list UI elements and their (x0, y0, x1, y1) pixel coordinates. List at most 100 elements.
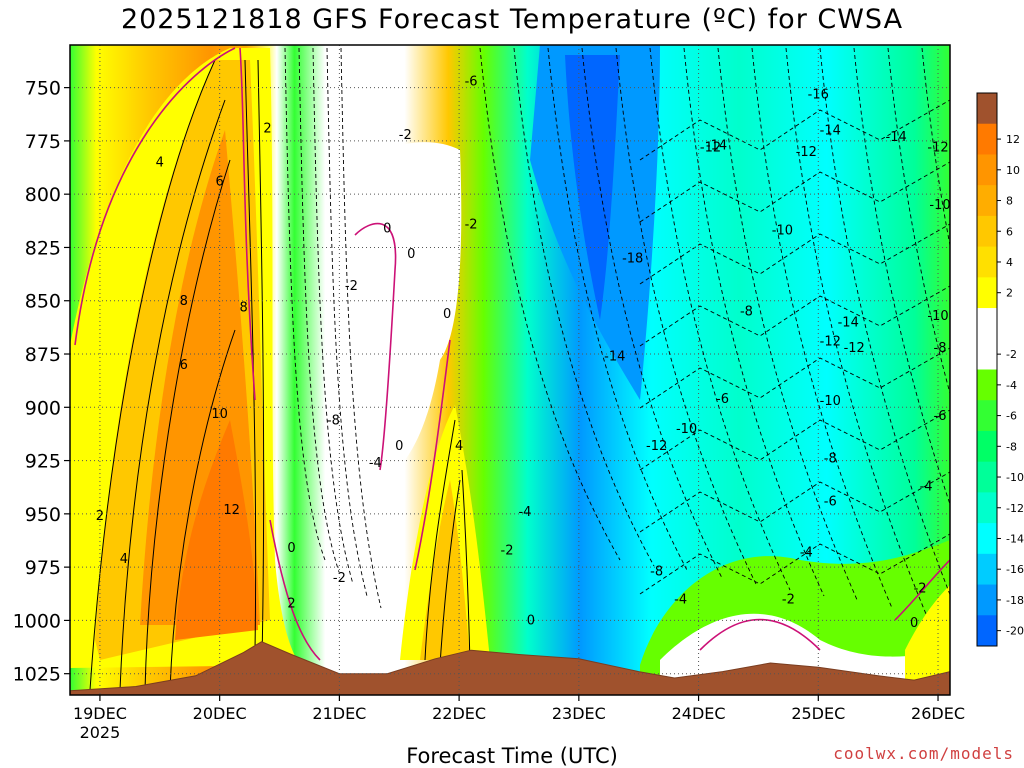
colorbar-swatch-7 (977, 308, 997, 340)
contour-label-1: 6 (216, 175, 224, 190)
contour-label-40: -16 (808, 87, 829, 102)
cold-contour-14 (639, 99, 950, 161)
colorbar-label-5: 4 (1006, 256, 1013, 269)
colorbar-swatch-14 (977, 523, 997, 555)
cold-contour-24 (312, 47, 354, 585)
y-tick-label-775: 775 (25, 131, 61, 153)
cold-contour-19 (639, 409, 950, 471)
contour-label-21: -2 (465, 217, 478, 232)
contour-label-30: -8 (650, 565, 663, 580)
colorbar-label-10: -6 (1006, 410, 1017, 423)
zero-contour-6 (894, 559, 950, 621)
contour-label-33: -6 (716, 392, 729, 407)
cold-contour-7 (717, 47, 859, 603)
warm-contour-1 (119, 99, 226, 691)
contour-label-11: 2 (287, 597, 295, 612)
contour-label-12: -2 (333, 571, 346, 586)
source-credit[interactable]: coolwx.com/models (833, 744, 1014, 763)
contour-label-27: -18 (622, 251, 643, 266)
contour-label-19: -2 (399, 128, 412, 143)
y-tick-label-875: 875 (25, 344, 61, 366)
y-tick-label-850: 850 (25, 291, 61, 313)
cold-contour-17 (639, 285, 950, 347)
colorbar-label-8: -2 (1006, 348, 1017, 361)
colorbar-swatch-9 (977, 369, 997, 401)
cold-contour-23 (298, 47, 340, 573)
cold-contour-1 (513, 47, 655, 567)
colorbar-label-6: 2 (1006, 287, 1013, 300)
contour-label-23: 4 (455, 439, 463, 454)
contour-label-57: 0 (910, 616, 918, 631)
contour-label-24: -2 (501, 543, 514, 558)
contour-label-0: 4 (156, 155, 164, 170)
colorbar-label-9: -4 (1006, 379, 1017, 392)
colorbar-swatch-1 (977, 123, 997, 155)
x-tick-sublabel-19DEC: 2025 (80, 723, 121, 742)
terrain-surface (70, 641, 950, 695)
y-tick-label-825: 825 (25, 237, 61, 259)
contour-label-54: -4 (920, 479, 933, 494)
warm-contour-0 (89, 59, 216, 691)
cold-contour-22 (284, 47, 326, 561)
contour-label-15: -4 (369, 456, 382, 471)
contour-label-45: -12 (820, 334, 841, 349)
colorbar-swatch-0 (977, 93, 997, 125)
cold-contour-20 (639, 471, 950, 533)
cold-contour-8 (751, 47, 893, 609)
contour-label-31: -10 (676, 422, 697, 437)
terrain-fill (70, 641, 950, 695)
y-tick-label-950: 950 (25, 504, 61, 526)
contour-label-6: 10 (211, 407, 228, 422)
y-tick-label-1000: 1000 (13, 610, 61, 632)
contour-label-18: 0 (395, 439, 403, 454)
colorbar-label-4: 6 (1006, 225, 1013, 238)
contour-label-14: -8 (327, 413, 340, 428)
y-tick-label-925: 925 (25, 451, 61, 473)
contour-label-35: -10 (772, 224, 793, 239)
contour-label-49: -8 (934, 341, 947, 356)
colorbar-frame (976, 92, 998, 647)
grid-lines (70, 45, 950, 695)
cold-contour-18 (639, 347, 950, 409)
x-tick-label-23DEC: 23DEC (552, 704, 606, 723)
warm-contour-7 (439, 479, 461, 666)
contour-label-53: -4 (800, 545, 813, 560)
colorbar-swatch-8 (977, 338, 997, 370)
colorbar-swatch-2 (977, 154, 997, 186)
colorbar-label-1: 12 (1006, 133, 1020, 146)
contour-label-37: -12 (796, 145, 817, 160)
contour-label-20: -6 (465, 74, 478, 89)
contour-label-46: -12 (844, 341, 865, 356)
cold-contour-0 (479, 47, 621, 561)
contour-label-29: -12 (646, 439, 667, 454)
warm-contour-5 (257, 59, 265, 661)
colorbar-label-11: -8 (1006, 440, 1017, 453)
contour-label-3: 8 (180, 294, 188, 309)
contour-label-52: -6 (824, 494, 837, 509)
colorbar-label-15: -16 (1006, 563, 1024, 576)
contour-label-41: -14 (886, 130, 907, 145)
x-tick-label-20DEC: 20DEC (193, 704, 247, 723)
contour-label-2: 2 (263, 121, 271, 136)
contour-label-9: 4 (120, 552, 128, 567)
contour-label-56: -2 (914, 582, 927, 597)
x-tick-label-24DEC: 24DEC (672, 704, 726, 723)
cold-contour-26 (340, 47, 382, 609)
contour-lines (74, 47, 950, 691)
colorbar-swatch-13 (977, 492, 997, 524)
contour-label-13: -2 (345, 279, 358, 294)
contour-label-28: -14 (604, 349, 625, 364)
y-tick-label-1025: 1025 (13, 664, 61, 686)
colorbar-swatch-3 (977, 185, 997, 217)
contour-label-43: -10 (929, 198, 950, 213)
contour-label-47: -14 (838, 315, 859, 330)
cold-contour-5 (649, 47, 791, 591)
cold-contour-9 (785, 47, 927, 615)
warm-contour-3 (169, 329, 236, 691)
colorbar-label-14: -14 (1006, 532, 1024, 545)
colorbar-swatch-16 (977, 584, 997, 616)
zero-contour-5 (699, 618, 821, 651)
colorbar-legend: 12 10 8 6 4 2 -2 -4 -6 -8 -10 -12 -14 -16 -18 -20 (976, 92, 1024, 647)
